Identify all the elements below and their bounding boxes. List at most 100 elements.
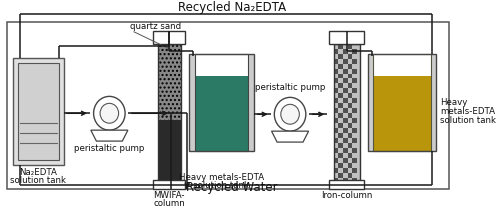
Text: column: column — [154, 199, 185, 208]
Text: solution tank: solution tank — [440, 116, 496, 125]
Bar — [338, 54, 343, 59]
Bar — [334, 118, 338, 123]
Bar — [334, 178, 338, 183]
Bar — [343, 128, 347, 133]
Bar — [348, 83, 352, 88]
Bar — [334, 148, 338, 153]
Bar — [338, 93, 343, 98]
Bar — [343, 148, 347, 153]
Bar — [194, 54, 248, 76]
Bar — [352, 49, 357, 54]
Bar — [348, 113, 352, 118]
Bar — [374, 54, 431, 151]
Bar — [352, 79, 357, 83]
Bar — [343, 118, 347, 123]
Bar — [352, 68, 357, 74]
Bar — [374, 54, 431, 76]
Bar — [352, 98, 357, 103]
Bar — [338, 74, 343, 79]
Bar — [338, 143, 343, 148]
Text: peristaltic pump: peristaltic pump — [255, 83, 326, 92]
Bar — [352, 118, 357, 123]
Bar — [343, 59, 347, 64]
Bar — [348, 173, 352, 178]
Bar — [348, 103, 352, 108]
Bar — [348, 133, 352, 138]
Circle shape — [94, 96, 125, 130]
Bar — [352, 158, 357, 163]
Bar — [334, 44, 359, 183]
Text: quartz sand: quartz sand — [130, 22, 182, 31]
Bar — [334, 158, 338, 163]
Bar — [338, 113, 343, 118]
Bar — [348, 74, 352, 79]
Bar — [329, 180, 364, 189]
Bar — [158, 120, 180, 183]
Bar — [153, 180, 186, 189]
Polygon shape — [91, 130, 128, 141]
Bar — [348, 163, 352, 168]
Bar — [343, 178, 347, 183]
Bar — [343, 79, 347, 83]
Polygon shape — [272, 131, 308, 142]
Bar — [189, 54, 194, 151]
Bar — [352, 128, 357, 133]
Bar — [348, 93, 352, 98]
Circle shape — [100, 103, 118, 123]
Bar — [352, 59, 357, 64]
Text: Recycled Water: Recycled Water — [186, 181, 278, 194]
Text: Iron-column: Iron-column — [321, 191, 372, 200]
Bar — [338, 133, 343, 138]
Bar — [248, 54, 254, 151]
Bar — [343, 108, 347, 113]
Bar — [343, 88, 347, 93]
Text: Heavy: Heavy — [440, 98, 468, 107]
Bar — [352, 138, 357, 143]
Bar — [194, 54, 248, 151]
Bar — [194, 76, 248, 151]
Bar — [352, 88, 357, 93]
Bar — [338, 103, 343, 108]
Bar — [334, 98, 338, 103]
Bar — [338, 44, 343, 49]
Text: solution tank: solution tank — [194, 181, 250, 190]
Bar — [352, 178, 357, 183]
Text: Recycled Na₂EDTA: Recycled Na₂EDTA — [178, 1, 286, 14]
Bar — [334, 59, 338, 64]
Bar — [368, 54, 436, 151]
Bar — [18, 63, 59, 160]
Bar — [343, 168, 347, 173]
Bar — [343, 138, 347, 143]
Bar — [343, 98, 347, 103]
Bar — [334, 88, 338, 93]
Bar — [348, 44, 352, 49]
Bar — [368, 54, 436, 151]
Bar — [8, 22, 448, 189]
Bar — [334, 168, 338, 173]
Bar — [334, 44, 359, 183]
Bar — [334, 128, 338, 133]
Bar — [153, 31, 186, 44]
Bar — [374, 76, 431, 151]
Bar — [329, 31, 364, 44]
Bar — [338, 123, 343, 128]
Bar — [334, 68, 338, 74]
Bar — [338, 173, 343, 178]
Bar — [352, 168, 357, 173]
Text: MWIFA-: MWIFA- — [154, 191, 185, 200]
Bar — [338, 64, 343, 68]
Bar — [348, 143, 352, 148]
Bar — [334, 49, 338, 54]
Bar — [348, 64, 352, 68]
Bar — [334, 138, 338, 143]
Bar — [343, 49, 347, 54]
Bar — [352, 108, 357, 113]
Bar — [158, 44, 180, 183]
Bar — [338, 163, 343, 168]
Bar — [13, 58, 64, 165]
Bar — [338, 83, 343, 88]
Bar — [352, 148, 357, 153]
Circle shape — [274, 97, 306, 131]
Text: Heavy metals-EDTA: Heavy metals-EDTA — [179, 173, 264, 182]
Bar — [334, 79, 338, 83]
